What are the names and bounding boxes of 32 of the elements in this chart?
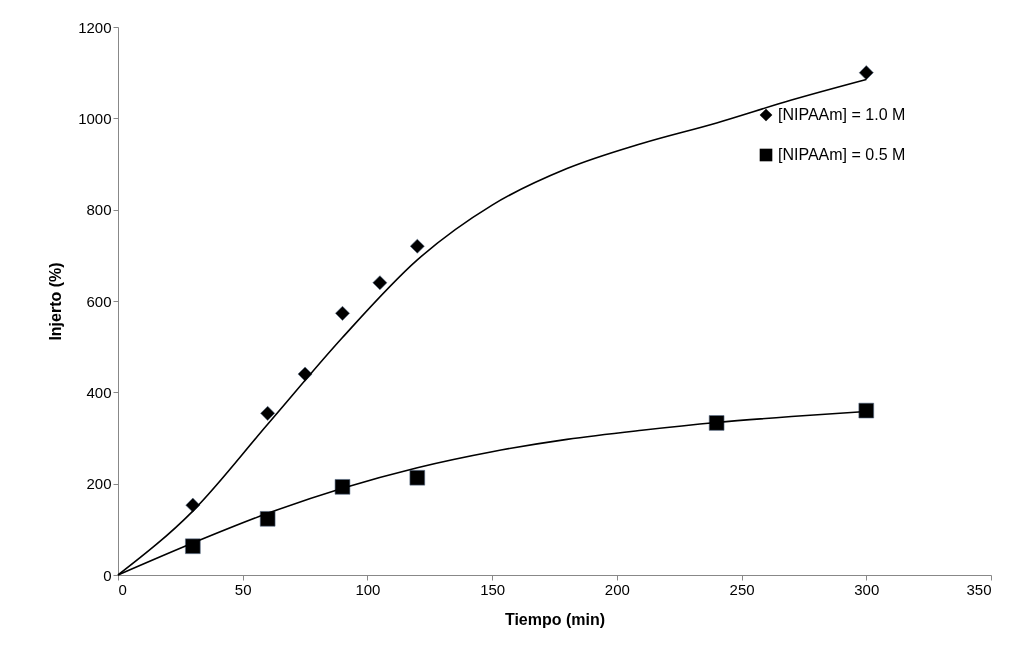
point <box>858 65 874 81</box>
point <box>297 366 313 382</box>
legend-label: [NIPAAm] = 0.5 M <box>778 146 906 163</box>
point <box>372 275 388 291</box>
y-tick-label: 1200 <box>78 18 112 36</box>
x-tick-label: 250 <box>729 580 755 598</box>
y-tick-label: 0 <box>103 566 112 584</box>
point <box>335 305 350 321</box>
y-axis-title: Injerto (%) <box>47 262 65 341</box>
y-tick-label: 600 <box>86 292 112 310</box>
point <box>858 402 874 419</box>
point <box>334 479 351 495</box>
x-axis-title: Tiempo (min) <box>504 610 606 628</box>
x-tick-label: 300 <box>854 580 880 598</box>
point <box>185 497 201 513</box>
y-tick-label: 1000 <box>78 109 112 127</box>
point <box>185 538 201 554</box>
y-tick-label: 200 <box>86 475 112 493</box>
x-tick-label: 350 <box>966 580 992 598</box>
y-tick-label: 800 <box>86 201 112 219</box>
point <box>260 405 276 421</box>
point <box>409 238 425 254</box>
y-tick-label: 400 <box>86 383 112 401</box>
x-tick-label: 200 <box>604 580 630 598</box>
point <box>259 511 276 527</box>
point <box>409 470 426 486</box>
x-tick-label: 0 <box>118 580 127 598</box>
x-tick-label: 50 <box>234 580 252 598</box>
legend-label: [NIPAAm] = 1.0 M <box>778 106 906 123</box>
x-tick-label: 100 <box>355 580 381 598</box>
point <box>708 415 725 431</box>
x-tick-label: 150 <box>480 580 506 598</box>
